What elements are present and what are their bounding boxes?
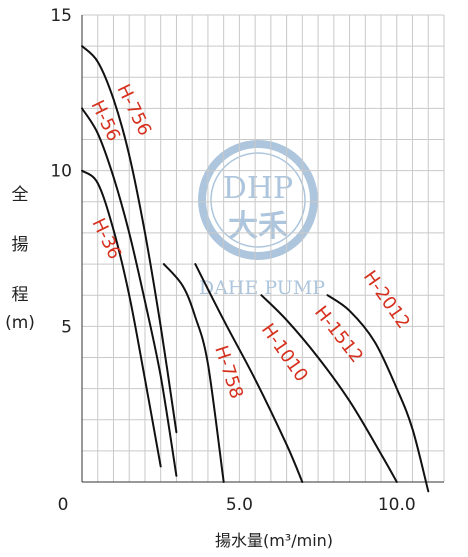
watermark-en-text: DAHE PUMP: [199, 277, 325, 299]
y-tick-label: 15: [50, 6, 72, 26]
curve-h758: [162, 263, 225, 483]
dhp-watermark-logo: DHP 大禾 DAHE PUMP: [198, 140, 325, 299]
curve-h1512: [260, 294, 398, 483]
y-axis-label-char-3: 程: [12, 285, 29, 305]
curve-h36: [81, 169, 162, 468]
plot-axes: [81, 15, 444, 483]
curve-h2012: [326, 294, 430, 493]
x-tick-label: 0: [58, 495, 69, 515]
y-axis-label-char-2: 揚: [12, 235, 29, 255]
watermark-logo-text: DHP: [223, 171, 293, 206]
y-axis-label: 全 揚 程 (m): [5, 185, 35, 333]
x-tick-label: 10.0: [378, 495, 416, 515]
watermark-cn-text: 大禾: [228, 209, 288, 244]
series-label-h36: H-36: [88, 215, 126, 263]
pump-curves: [81, 45, 430, 493]
curve-h1010: [194, 263, 304, 483]
x-axis-label: 揚水量(m³/min): [215, 531, 333, 550]
tick-labels: 5 10 15 0 5.0 10.0: [50, 6, 415, 515]
y-tick-label: 5: [61, 317, 72, 337]
y-axis-label-unit: (m): [5, 313, 35, 333]
series-label-h56: H-56: [87, 97, 125, 145]
plot-grid: [82, 14, 445, 482]
x-tick-label: 5.0: [226, 495, 253, 515]
y-axis-label-char-1: 全: [12, 185, 29, 205]
series-label-h2012: H-2012: [359, 267, 414, 333]
y-tick-label: 10: [50, 162, 72, 182]
curve-h56: [81, 107, 178, 477]
series-label-h1010: H-1010: [257, 320, 312, 386]
curve-h756: [81, 45, 178, 434]
